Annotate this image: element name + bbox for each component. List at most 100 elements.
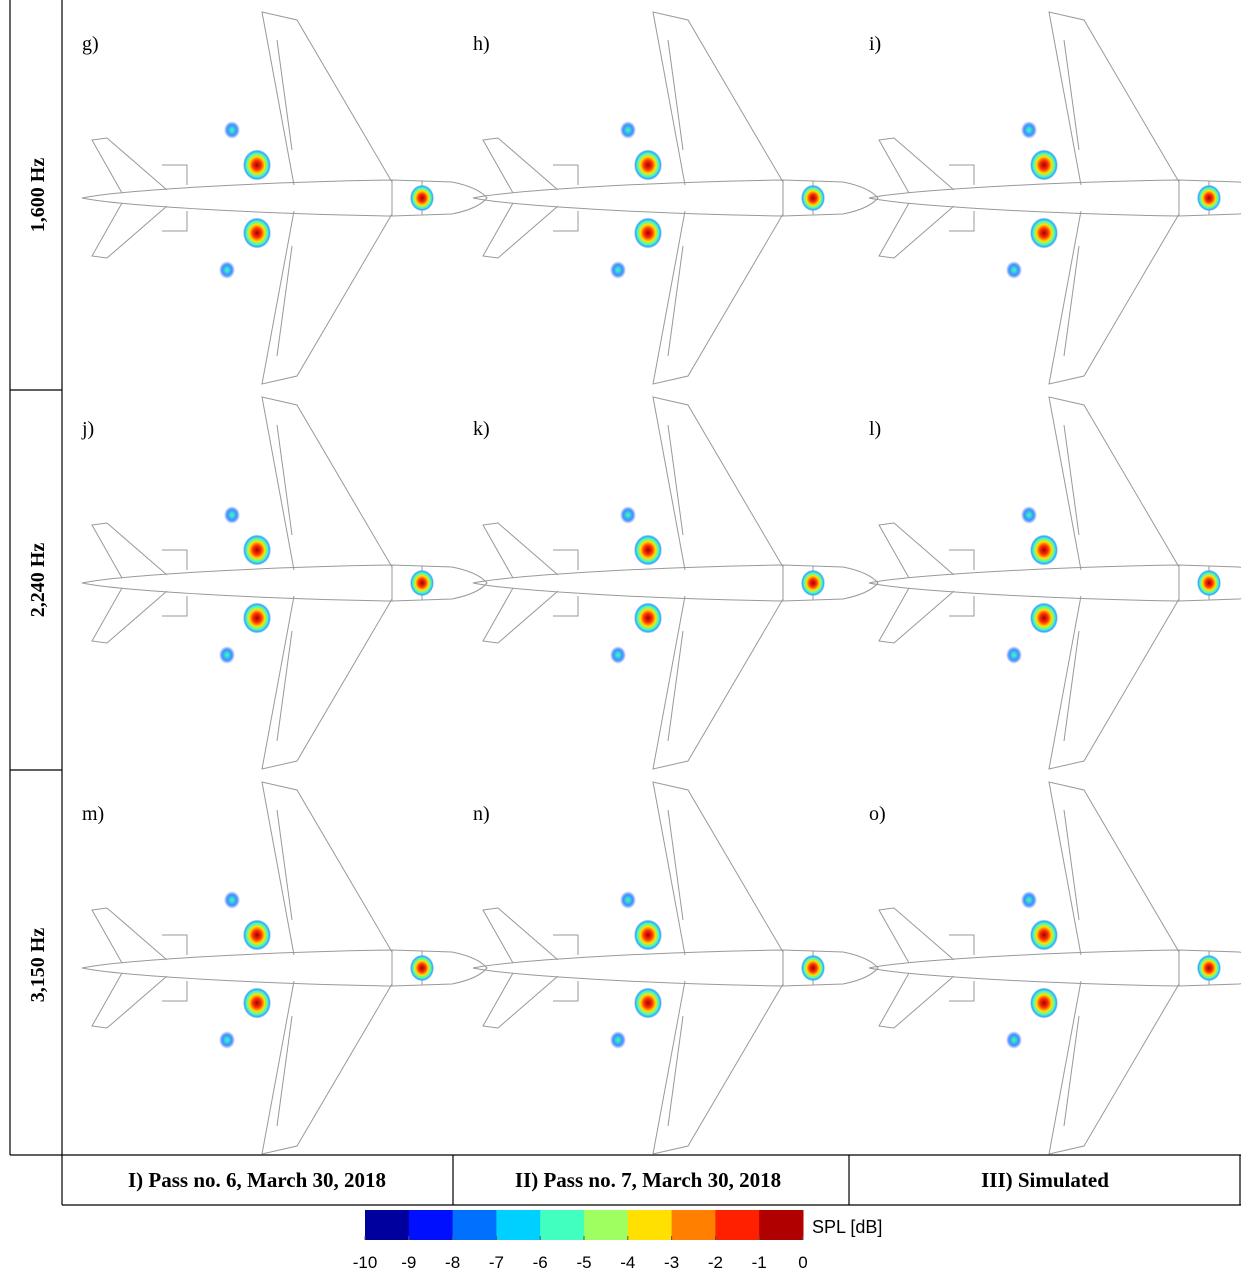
panel-label: o) xyxy=(869,803,886,825)
source-spot xyxy=(1030,149,1058,181)
source-spot xyxy=(1021,121,1037,139)
source-spot xyxy=(224,506,240,524)
panel: g) xyxy=(81,11,488,385)
panel-label: j) xyxy=(81,418,94,440)
colorbar-tick-label: -6 xyxy=(533,1253,548,1272)
panel: i) xyxy=(868,11,1241,385)
source-spot xyxy=(801,954,825,982)
column-label: II) Pass no. 7, March 30, 2018 xyxy=(515,1168,781,1192)
panel-label: i) xyxy=(869,33,881,55)
source-spot xyxy=(1006,646,1022,664)
source-spot xyxy=(1030,602,1058,634)
aircraft-outline xyxy=(81,11,488,385)
panel: h) xyxy=(472,11,879,385)
source-spot xyxy=(620,506,636,524)
source-spot xyxy=(634,987,662,1019)
colorbar-swatch xyxy=(496,1210,541,1240)
source-spot xyxy=(243,602,271,634)
colorbar-tick-label: -9 xyxy=(401,1253,416,1272)
aircraft-outline xyxy=(868,781,1241,1155)
source-spot xyxy=(243,534,271,566)
colorbar-swatch xyxy=(540,1210,585,1240)
source-spot xyxy=(1021,891,1037,909)
colorbar-swatch xyxy=(408,1210,454,1240)
source-spot xyxy=(610,1031,626,1049)
source-spot xyxy=(801,569,825,597)
source-spot xyxy=(1006,261,1022,279)
colorbar-tick-label: -1 xyxy=(752,1253,767,1272)
panel: k) xyxy=(472,396,879,770)
frame xyxy=(9,0,1241,1206)
panel: m) xyxy=(81,781,488,1155)
panel-label: g) xyxy=(82,33,99,55)
column-label: III) Simulated xyxy=(981,1168,1109,1192)
source-spot xyxy=(1030,217,1058,249)
source-spot xyxy=(610,646,626,664)
source-spot xyxy=(219,261,235,279)
source-spot xyxy=(610,261,626,279)
colorbar-tick-label: -4 xyxy=(620,1253,635,1272)
colorbar-swatch xyxy=(759,1210,804,1240)
source-spot xyxy=(243,217,271,249)
aircraft-outline xyxy=(868,11,1241,385)
panel: l) xyxy=(868,396,1241,770)
panel: j) xyxy=(81,396,488,770)
source-spot xyxy=(801,184,825,212)
colorbar-tick-label: 0 xyxy=(798,1253,807,1272)
colorbar-tick-label: -10 xyxy=(353,1253,378,1272)
aircraft-outline xyxy=(81,781,488,1155)
source-spot xyxy=(219,646,235,664)
colorbar-swatch xyxy=(584,1210,629,1240)
source-spot xyxy=(634,149,662,181)
source-spot xyxy=(1197,954,1221,982)
source-spot xyxy=(243,919,271,951)
panel-label: n) xyxy=(473,803,490,825)
colorbar-tick-label: -7 xyxy=(489,1253,504,1272)
source-spot xyxy=(219,1031,235,1049)
colorbar-swatch xyxy=(715,1210,760,1240)
source-spot xyxy=(634,919,662,951)
source-spot xyxy=(1197,569,1221,597)
source-spot xyxy=(620,121,636,139)
source-spot xyxy=(410,184,434,212)
aircraft-outline xyxy=(472,781,879,1155)
colorbar-tick-label: -8 xyxy=(445,1253,460,1272)
panel-label: k) xyxy=(473,418,490,440)
source-spot xyxy=(243,149,271,181)
source-spot xyxy=(1006,1031,1022,1049)
source-spot xyxy=(1030,919,1058,951)
source-spot xyxy=(1030,987,1058,1019)
row-label: 1,600 Hz xyxy=(27,158,49,233)
panel: o) xyxy=(868,781,1241,1155)
source-spot xyxy=(410,954,434,982)
source-spot xyxy=(634,534,662,566)
source-spot xyxy=(1021,506,1037,524)
colorbar-tick-label: -2 xyxy=(708,1253,723,1272)
row-label: 3,150 Hz xyxy=(27,928,49,1003)
source-spot xyxy=(1030,534,1058,566)
row-label: 2,240 Hz xyxy=(27,543,49,618)
colorbar-tick-label: -3 xyxy=(664,1253,679,1272)
aircraft-outline xyxy=(81,396,488,770)
source-spot xyxy=(634,217,662,249)
source-spot xyxy=(224,891,240,909)
aircraft-outline xyxy=(472,396,879,770)
source-spot xyxy=(1197,184,1221,212)
panel-label: h) xyxy=(473,33,490,55)
source-spot xyxy=(410,569,434,597)
panel: n) xyxy=(472,781,879,1155)
colorbar-swatch xyxy=(365,1210,410,1240)
aircraft-outline xyxy=(472,11,879,385)
panel-label: l) xyxy=(869,418,881,440)
colorbar-label: SPL [dB] xyxy=(812,1217,882,1237)
aircraft-outline xyxy=(868,396,1241,770)
colorbar-tick-label: -5 xyxy=(576,1253,591,1272)
colorbar-swatch xyxy=(452,1210,497,1240)
column-label: I) Pass no. 6, March 30, 2018 xyxy=(128,1168,386,1192)
source-spot xyxy=(224,121,240,139)
colorbar-swatch xyxy=(627,1210,673,1240)
source-spot xyxy=(243,987,271,1019)
source-spot xyxy=(620,891,636,909)
panel-label: m) xyxy=(82,803,104,825)
